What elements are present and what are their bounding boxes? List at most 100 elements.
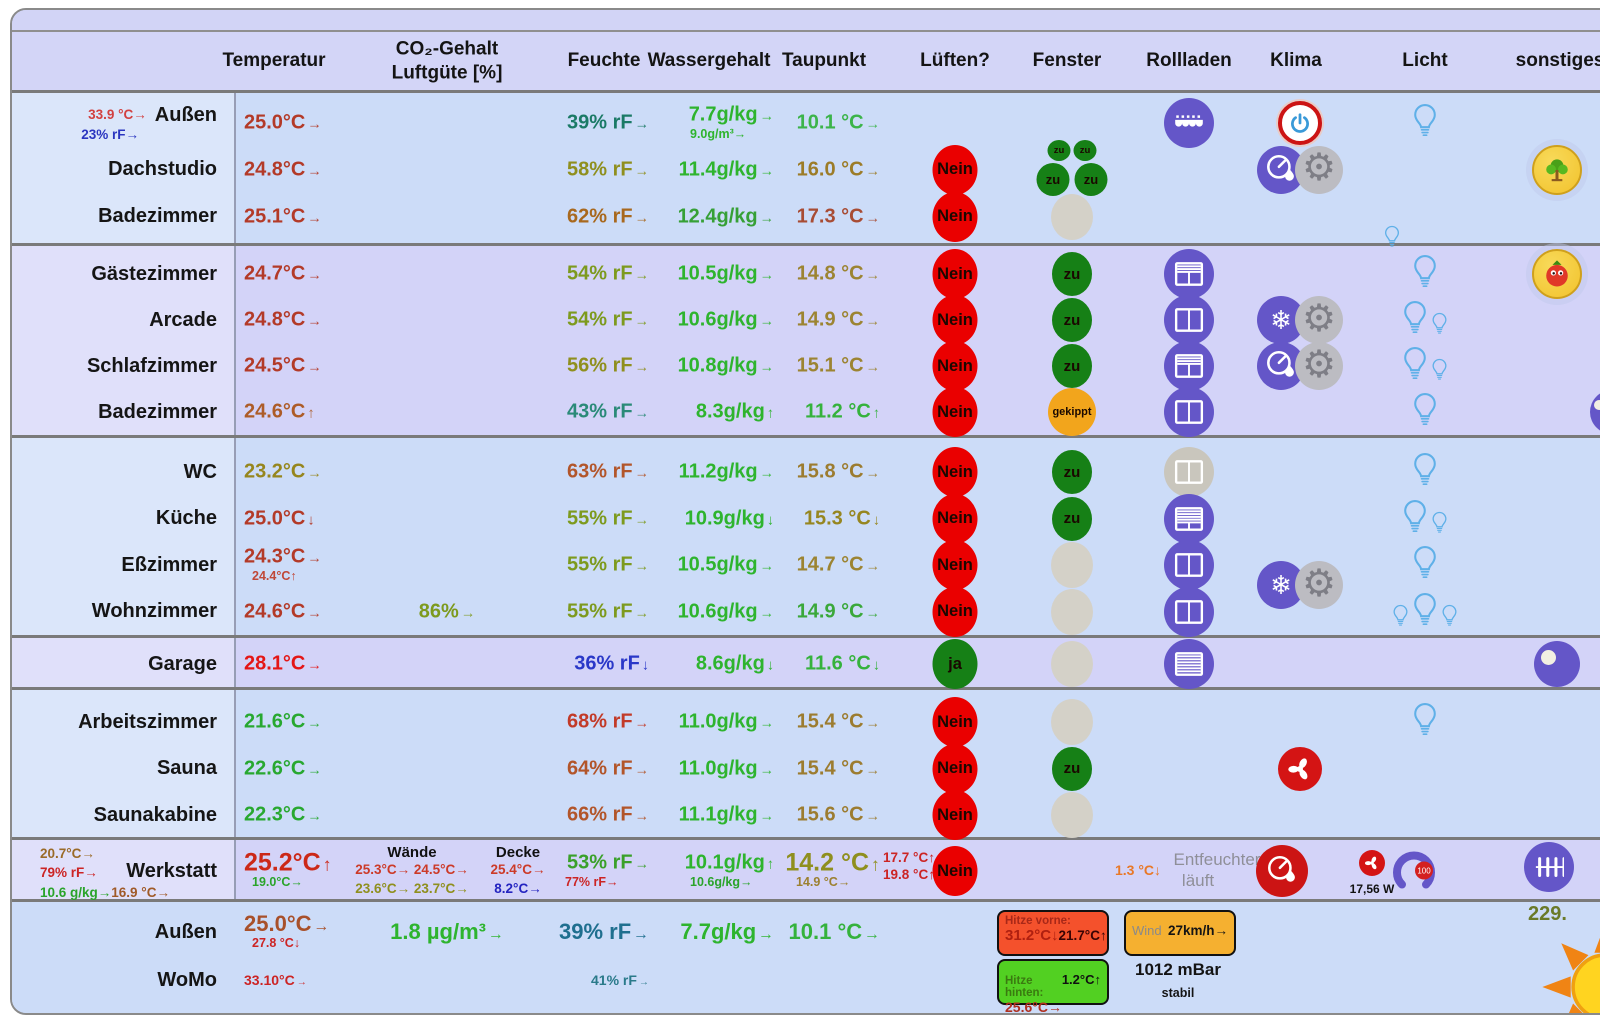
ventilate-no-badge[interactable]: Nein xyxy=(932,144,978,195)
room-name: Werkstatt xyxy=(126,859,217,882)
col-header-sonstiges: sonstiges xyxy=(1515,50,1600,72)
shutter-partial-icon[interactable] xyxy=(1164,249,1214,299)
window-state-unknown-badge[interactable] xyxy=(1051,792,1093,839)
ventilate-no-badge[interactable]: Nein xyxy=(932,586,978,637)
watercontent-value-text: 11.0g/kg xyxy=(678,757,758,780)
temperature-value-text: 24.3°C xyxy=(244,545,306,568)
ventilate-no-badge[interactable]: Nein xyxy=(932,249,978,299)
wind-label: Wind xyxy=(1132,923,1162,938)
watercontent-value-text: 10.8g/kg xyxy=(677,354,758,377)
dewpoint-value-text: 15.1 °C xyxy=(796,354,864,377)
climate-cooling-icon[interactable]: ❄ xyxy=(1257,296,1305,344)
climate-cooling-icon[interactable]: ❄ xyxy=(1257,561,1305,610)
climate-power-icon[interactable] xyxy=(1278,100,1322,145)
window-closed-badge[interactable]: zu xyxy=(1036,162,1070,196)
light-bulb-icon[interactable] xyxy=(1431,358,1448,386)
humidity-value-text: 58% rF xyxy=(567,158,633,180)
climate-settings-gear-icon[interactable]: ⚙ xyxy=(1295,561,1343,610)
window-closed-badge[interactable]: zu xyxy=(1047,139,1071,161)
ventilate-no-badge[interactable]: Nein xyxy=(932,295,978,345)
ventilate-no-badge[interactable]: Nein xyxy=(932,447,978,498)
shutter-open-icon[interactable] xyxy=(1164,387,1214,437)
climate-settings-gear-icon[interactable]: ⚙ xyxy=(1295,296,1343,344)
workshop-status-text: Wände xyxy=(387,844,437,861)
ventilate-no-badge[interactable]: Nein xyxy=(932,790,978,841)
ventilate-no-badge[interactable]: Nein xyxy=(932,341,978,391)
window-closed-badge[interactable]: zu xyxy=(1074,162,1108,196)
ventilate-no-badge[interactable]: Nein xyxy=(932,697,978,748)
window-tilted-badge-label: gekippt xyxy=(1052,406,1092,418)
shutter-partial-icon[interactable] xyxy=(1164,341,1214,391)
trend-arrow: → xyxy=(864,926,880,943)
window-state-unknown-badge[interactable] xyxy=(1051,699,1093,746)
window-closed-badge[interactable]: zu xyxy=(1052,298,1092,342)
watercontent-value: 10.6g/kg → xyxy=(678,309,774,332)
light-bulb-icon[interactable] xyxy=(1431,511,1448,538)
moon-phase-icon[interactable] xyxy=(1534,641,1580,687)
window-closed-badge-label: zu xyxy=(1063,357,1081,375)
humidity-value-text: 62% rF xyxy=(567,205,633,227)
ventilation-fan-icon[interactable] xyxy=(1359,850,1385,876)
shutter-open-icon[interactable] xyxy=(1164,586,1214,637)
power-gauge-icon[interactable]: 100 xyxy=(1391,848,1437,899)
tomato-plant-icon[interactable] xyxy=(1532,249,1582,299)
ventilate-no-badge[interactable]: Nein xyxy=(932,540,978,591)
window-state-unknown-badge[interactable] xyxy=(1051,542,1093,589)
watercontent-value-text: 8.6g/kg xyxy=(695,652,765,675)
ventilate-no-badge[interactable]: Nein xyxy=(932,191,978,242)
light-bulb-icon[interactable] xyxy=(1412,103,1438,142)
temperature-value: 24.6°C ↑ xyxy=(244,401,315,424)
light-bulb-icon[interactable] xyxy=(1441,604,1458,631)
ventilate-no-badge[interactable]: Nein xyxy=(932,493,978,544)
trend-arrow: → xyxy=(634,267,649,284)
ventilate-no-badge[interactable]: Nein xyxy=(932,387,978,437)
window-state-unknown-badge[interactable] xyxy=(1051,641,1093,687)
window-tilted-badge[interactable]: gekippt xyxy=(1048,388,1096,436)
light-bulb-icon[interactable] xyxy=(1412,703,1438,742)
light-bulb-icon[interactable] xyxy=(1412,255,1438,294)
ventilate-no-badge[interactable]: Nein xyxy=(932,846,978,896)
awning-icon[interactable] xyxy=(1164,97,1214,148)
ventilate-yes-badge[interactable]: ja xyxy=(932,639,978,689)
light-bulb-icon[interactable] xyxy=(1431,312,1448,340)
co2-airquality-value-text: 86% xyxy=(418,600,459,623)
pressure-value: 1012 mBar xyxy=(1134,960,1222,979)
trend-arrow: → xyxy=(633,926,649,943)
light-bulb-icon[interactable] xyxy=(1412,393,1438,432)
light-bulb-icon[interactable] xyxy=(1412,592,1438,631)
climate-settings-gear-icon[interactable]: ⚙ xyxy=(1295,145,1343,194)
garden-tree-icon[interactable] xyxy=(1532,144,1582,195)
light-bulb-icon[interactable] xyxy=(1412,453,1438,492)
room-label: Gästezimmer xyxy=(12,251,217,297)
shutter-closed-icon[interactable] xyxy=(1164,639,1214,689)
light-bulb-icon[interactable] xyxy=(1402,347,1428,386)
humidity-value-text: 68% rF xyxy=(567,710,633,733)
sauna-fan-icon[interactable] xyxy=(1278,746,1322,791)
dehumidifier-icon[interactable] xyxy=(1256,845,1308,897)
window-state-unknown-badge[interactable] xyxy=(1051,193,1093,240)
window-closed-badge[interactable]: zu xyxy=(1073,139,1097,161)
light-bulb-icon[interactable] xyxy=(1392,604,1409,631)
light-bulb-icon[interactable] xyxy=(1402,301,1428,340)
device-status-icon[interactable] xyxy=(1590,390,1600,434)
shutter-window-icon-disabled[interactable] xyxy=(1164,447,1214,498)
window-closed-badge[interactable]: zu xyxy=(1052,252,1092,296)
watercontent-value-text: 11.2g/kg xyxy=(678,460,758,483)
shutter-open-icon[interactable] xyxy=(1164,295,1214,345)
temperature-value-text: 24.8°C xyxy=(244,158,306,180)
workshop-status-text: 25.3°C→ 24.5°C→ xyxy=(355,862,469,877)
window-state-unknown-badge[interactable] xyxy=(1051,588,1093,635)
trend-arrow: ↑ xyxy=(872,405,880,422)
light-bulb-icon[interactable] xyxy=(1402,499,1428,538)
window-closed-badge[interactable]: zu xyxy=(1052,746,1092,791)
light-bulb-icon[interactable] xyxy=(1412,546,1438,585)
window-closed-badge[interactable]: zu xyxy=(1052,496,1092,541)
heating-radiator-icon[interactable] xyxy=(1524,842,1574,892)
window-closed-badge[interactable]: zu xyxy=(1052,450,1092,495)
ventilate-no-badge[interactable]: Nein xyxy=(932,743,978,794)
climate-settings-gear-icon[interactable]: ⚙ xyxy=(1295,342,1343,390)
window-closed-badge[interactable]: zu xyxy=(1052,344,1092,388)
light-bulb-icon[interactable] xyxy=(1384,225,1401,252)
shutter-mostly-closed-icon[interactable] xyxy=(1164,493,1214,544)
shutter-open-icon[interactable] xyxy=(1164,540,1214,591)
